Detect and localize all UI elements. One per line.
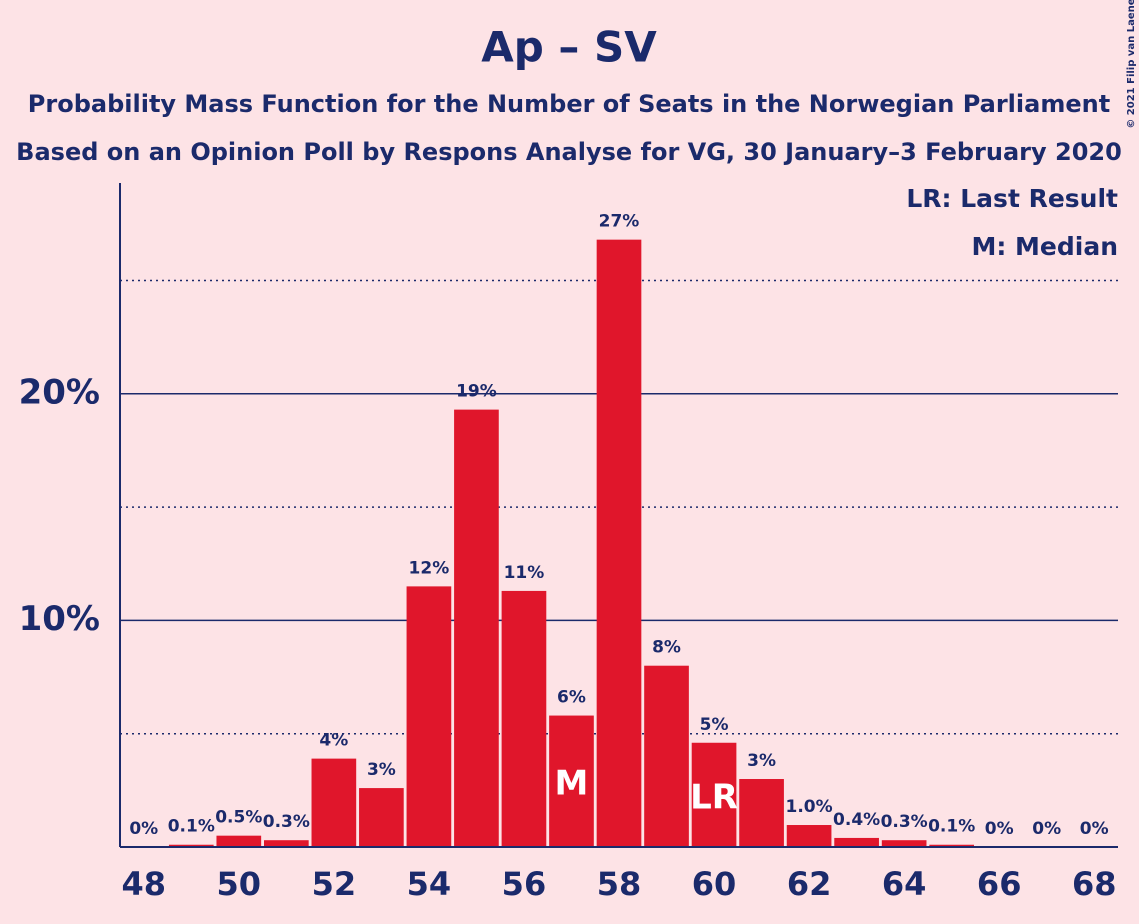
bar — [168, 844, 214, 847]
x-tick-label: 48 — [121, 865, 166, 903]
bar — [834, 837, 879, 847]
x-tick-label: 56 — [502, 865, 547, 903]
bar — [359, 788, 404, 847]
bar — [406, 586, 452, 847]
bar — [881, 840, 927, 847]
chart-subtitle: Probability Mass Function for the Number… — [28, 90, 1110, 118]
bar — [596, 239, 642, 848]
value-label: 8% — [652, 638, 681, 658]
x-tick-label: 62 — [787, 865, 832, 903]
bar — [644, 665, 689, 847]
x-tick-label: 54 — [407, 865, 452, 903]
bar — [691, 742, 737, 847]
value-label: 5% — [700, 715, 729, 735]
x-tick-label: 64 — [882, 865, 927, 903]
value-label: 0.5% — [215, 808, 262, 828]
bar — [739, 779, 784, 847]
legend-entry: LR: Last Result — [906, 184, 1118, 213]
bar — [549, 715, 594, 847]
median-label: M — [555, 764, 589, 804]
value-label: 3% — [747, 751, 776, 771]
copyright: © 2021 Filip van Laenen — [1126, 0, 1137, 129]
value-label: 0.1% — [168, 817, 215, 837]
x-tick-label: 66 — [977, 865, 1022, 903]
value-label: 11% — [504, 563, 545, 583]
bar — [216, 835, 262, 847]
value-label: 0.1% — [928, 817, 975, 837]
bar — [454, 409, 499, 847]
bar — [786, 825, 832, 847]
x-tick-label: 52 — [312, 865, 357, 903]
value-label: 4% — [319, 731, 348, 751]
last-result-label: LR — [690, 778, 738, 818]
x-tick-label: 68 — [1072, 865, 1117, 903]
x-tick-label: 50 — [217, 865, 262, 903]
value-label: 0.3% — [881, 812, 928, 832]
bar — [311, 758, 357, 847]
value-label: 0% — [129, 819, 158, 839]
value-label: 0% — [985, 819, 1014, 839]
value-label: 19% — [456, 382, 497, 402]
bar — [263, 840, 309, 847]
y-tick-label: 10% — [19, 599, 100, 639]
value-label: 6% — [557, 688, 586, 708]
chart-title: Ap – SV — [481, 23, 657, 72]
x-tick-label: 58 — [597, 865, 642, 903]
value-label: 27% — [599, 212, 640, 232]
value-label: 0% — [1032, 819, 1061, 839]
bar — [501, 590, 547, 847]
value-label: 3% — [367, 760, 396, 780]
legend-entry: M: Median — [971, 232, 1118, 261]
value-label: 0% — [1080, 819, 1109, 839]
value-label: 0.3% — [263, 812, 310, 832]
bar — [929, 844, 975, 847]
value-label: 12% — [409, 558, 450, 578]
x-tick-label: 60 — [692, 865, 737, 903]
value-label: 0.4% — [833, 810, 880, 830]
chart-subtitle: Based on an Opinion Poll by Respons Anal… — [16, 138, 1122, 166]
value-label: 1.0% — [786, 797, 833, 817]
y-tick-label: 20% — [19, 372, 100, 412]
